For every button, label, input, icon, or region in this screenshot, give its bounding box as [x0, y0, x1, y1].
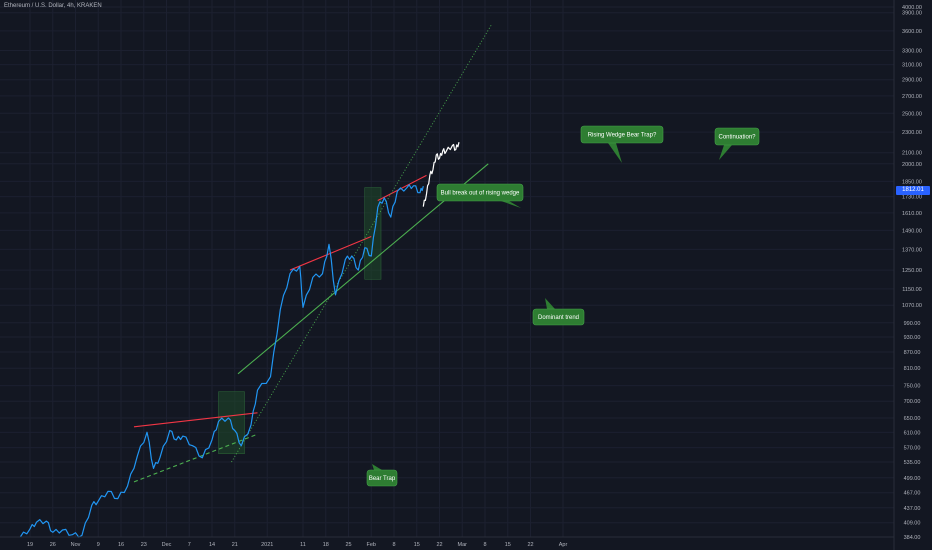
callout-tail	[719, 145, 732, 160]
support-1	[133, 433, 258, 483]
x-tick-label: 8	[392, 542, 395, 548]
y-tick-label: 2700.00	[902, 94, 922, 100]
y-tick-label: 570.00	[904, 446, 921, 452]
x-tick-label: 18	[323, 542, 329, 548]
y-tick-label: 499.00	[904, 476, 921, 482]
x-tick-label: 11	[300, 542, 306, 548]
y-tick-label: 1070.00	[902, 303, 922, 309]
y-tick-label: 930.00	[904, 335, 921, 341]
price-series	[19, 142, 460, 538]
callout-continuation: Continuation?	[714, 127, 760, 160]
y-tick-label: 1250.00	[902, 268, 922, 274]
y-tick-label: 990.00	[904, 321, 921, 327]
x-tick-label: 14	[209, 542, 215, 548]
y-tick-label: 1370.00	[902, 247, 922, 253]
y-tick-label: 650.00	[904, 416, 921, 422]
callout-tail	[545, 298, 555, 309]
x-tick-label: Mar	[458, 542, 468, 548]
callout-tail	[501, 201, 521, 208]
x-tick-label: 9	[97, 542, 100, 548]
y-tick-label: 2000.00	[902, 162, 922, 168]
x-tick-label: 21	[232, 542, 238, 548]
chart-grid	[0, 0, 894, 538]
resistance-3	[377, 174, 427, 202]
y-tick-label: 2300.00	[902, 130, 922, 136]
x-tick-label: 2021	[261, 542, 273, 548]
y-tick-label: 1850.00	[902, 179, 922, 185]
y-tick-label: 535.00	[904, 460, 921, 466]
callout-bear-trap: Bear Trap	[366, 464, 398, 487]
callout-tail	[372, 464, 382, 470]
x-tick-label: 23	[141, 542, 147, 548]
resistance-1	[133, 412, 258, 428]
y-tick-label: 3100.00	[902, 63, 922, 69]
x-tick-label: 7	[188, 542, 191, 548]
x-tick-label: 19	[27, 542, 33, 548]
y-tick-label: 610.00	[904, 430, 921, 436]
x-tick-label: Apr	[559, 542, 568, 548]
projection-line	[422, 142, 460, 207]
annotation-callouts: Bull break out of rising wedge Rising Wed…	[366, 125, 760, 487]
callout-box	[436, 183, 524, 202]
callout-text: Bear Trap	[369, 476, 396, 482]
time-axis[interactable]: 19 26 Nov 9 16 23 Dec 7 14 21 2021 11 18 25 Feb 8 15 22 Ma…	[27, 542, 568, 548]
x-tick-label: 16	[118, 542, 124, 548]
y-tick-label: 2100.00	[902, 151, 922, 157]
callout-box	[366, 469, 398, 487]
callout-bull-break: Bull break out of rising wedge	[436, 183, 524, 208]
y-tick-label: 810.00	[904, 366, 921, 372]
x-tick-label: 22	[527, 542, 533, 548]
price-line	[19, 184, 424, 538]
callout-box	[532, 308, 585, 326]
y-tick-label: 467.00	[904, 491, 921, 497]
callout-text: Continuation?	[718, 135, 756, 141]
y-tick-label: 2900.00	[902, 78, 922, 84]
y-tick-label: 750.00	[904, 384, 921, 390]
callout-box	[580, 125, 664, 144]
last-price-label: 1812.01	[896, 186, 930, 195]
x-tick-label: 15	[414, 542, 420, 548]
y-tick-label: 1730.00	[902, 195, 922, 201]
y-tick-label: 3300.00	[902, 49, 922, 55]
y-tick-label: 3900.00	[902, 11, 922, 17]
callout-tail	[608, 143, 622, 163]
y-tick-label: 870.00	[904, 350, 921, 356]
y-tick-label: 1490.00	[902, 228, 922, 234]
steep-trend	[231, 24, 492, 463]
callout-dominant: Dominant trend	[532, 298, 585, 326]
x-tick-label: 15	[505, 542, 511, 548]
callout-text: Bull break out of rising wedge	[441, 191, 520, 197]
x-tick-label: 8	[483, 542, 486, 548]
y-tick-label: 3600.00	[902, 29, 922, 35]
callout-rising-wedge: Rising Wedge Bear Trap?	[580, 125, 664, 163]
x-tick-label: Nov	[71, 542, 81, 548]
price-axis[interactable]: 384.00 409.00 437.00 467.00 499.00 535.00 570.…	[902, 5, 922, 541]
callout-text: Dominant trend	[538, 315, 579, 321]
callout-box	[714, 127, 760, 146]
x-tick-label: 22	[436, 542, 442, 548]
y-tick-label: 437.00	[904, 506, 921, 512]
x-tick-label: Dec	[162, 542, 172, 548]
y-tick-label: 409.00	[904, 521, 921, 527]
x-tick-label: 25	[345, 542, 351, 548]
y-tick-label: 384.00	[904, 535, 921, 541]
y-tick-label: 1150.00	[902, 287, 921, 293]
y-tick-label: 700.00	[904, 399, 921, 405]
y-tick-label: 2500.00	[902, 111, 922, 117]
symbol-title: Ethereum / U.S. Dollar, 4h, KRAKEN	[4, 3, 102, 9]
y-tick-label: 4000.00	[902, 5, 922, 11]
x-tick-label: Feb	[367, 542, 376, 548]
y-tick-label: 1610.00	[902, 211, 922, 217]
callout-text: Rising Wedge Bear Trap?	[588, 133, 657, 139]
x-tick-label: 26	[50, 542, 56, 548]
